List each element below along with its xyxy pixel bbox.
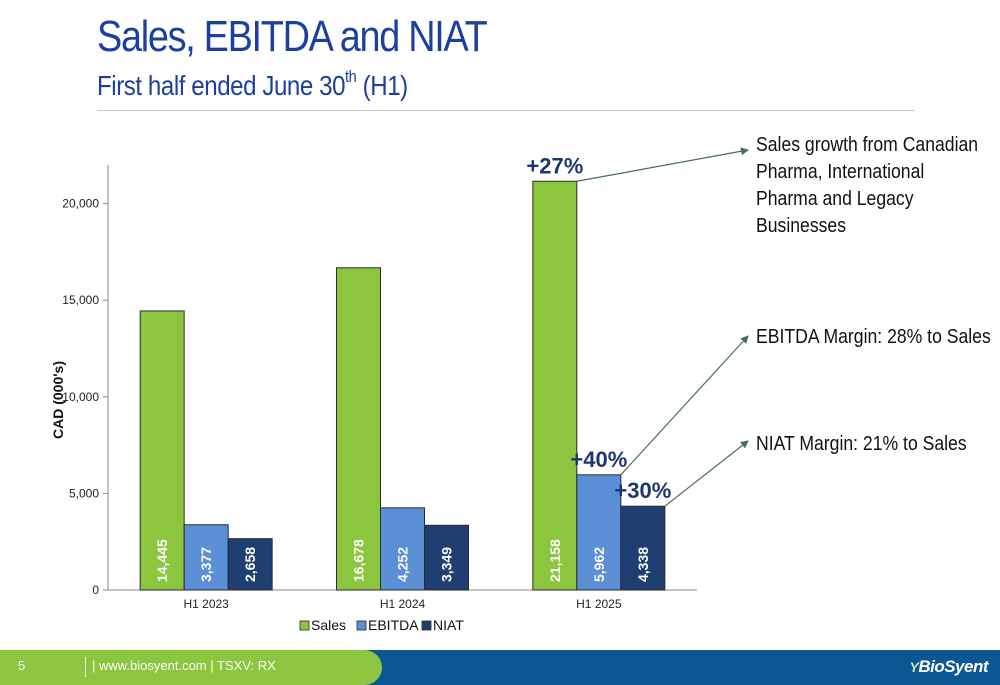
data-label: 14,445 <box>154 539 170 582</box>
bar-chart: 0 5,000 10,000 15,000 20,000 CAD (000's) 14,44… <box>50 147 749 633</box>
subtitle-tail: (H1) <box>356 70 409 101</box>
bar-niat <box>424 524 469 591</box>
annotation-arrow <box>620 335 749 476</box>
y-tick-label: 5,000 <box>69 486 99 500</box>
data-label: 16,678 <box>351 539 367 582</box>
y-tick-label: 15,000 <box>62 293 99 307</box>
subtitle-main: First half ended June 30 <box>97 70 346 101</box>
data-label: 4,252 <box>395 547 411 582</box>
legend-label: EBITDA <box>368 617 419 633</box>
subtitle-superscript: th <box>345 67 357 86</box>
data-label: 3,349 <box>439 547 455 582</box>
ebitda-margin-annotation: EBITDA Margin: 28% to Sales <box>756 326 991 348</box>
bar-niat <box>227 538 273 591</box>
legend-label: NIAT <box>433 617 464 633</box>
data-label: 3,377 <box>198 547 214 582</box>
logo-mark-icon: Y <box>909 659 919 675</box>
growth-label: +30% <box>614 478 671 503</box>
biosyent-logo: YBioSyent <box>909 657 988 677</box>
legend-swatch-sales <box>299 620 310 631</box>
annotation-arrow <box>664 440 749 507</box>
legend-label: Sales <box>311 617 346 633</box>
legend-swatch-ebitda <box>356 620 367 631</box>
footer-green-band <box>0 650 382 685</box>
x-tick-label: H1 2024 <box>380 597 426 611</box>
bar-sales <box>336 267 381 591</box>
bar-niat <box>620 505 666 591</box>
annotation-line: Pharma and Legacy <box>756 188 914 210</box>
bar-ebitda <box>380 507 425 591</box>
niat-margin-annotation: NIAT Margin: 21% to Sales <box>756 433 967 455</box>
page-number: 5 <box>18 658 26 673</box>
growth-label: +40% <box>570 447 627 472</box>
bar-ebitda <box>576 474 622 591</box>
bar-sales <box>532 180 578 591</box>
annotation-line: Businesses <box>756 215 847 237</box>
logo-text: BioSyent <box>918 657 988 676</box>
data-label: 5,962 <box>591 547 607 582</box>
data-label: 4,338 <box>635 547 651 582</box>
x-tick-label: H1 2025 <box>576 597 622 611</box>
y-axis-title: CAD (000's) <box>50 361 66 439</box>
sales-growth-annotation: Sales growth from Canadian Pharma, Inter… <box>756 132 978 240</box>
title-divider <box>97 110 915 111</box>
y-tick-label: 20,000 <box>62 197 99 211</box>
data-label: 21,158 <box>547 539 563 582</box>
growth-label: +27% <box>526 153 583 178</box>
legend-swatch-niat <box>421 620 432 631</box>
annotation-line: Sales growth from Canadian <box>756 134 979 156</box>
y-tick-label: 10,000 <box>62 390 99 404</box>
footer-link-text[interactable]: | www.biosyent.com | TSXV: RX <box>92 658 276 673</box>
annotation-line: Pharma, International <box>756 161 925 183</box>
slide-title: Sales, EBITDA and NIAT <box>97 12 488 61</box>
data-label: 2,658 <box>242 547 258 582</box>
footer-separator <box>85 657 86 677</box>
x-tick-label: H1 2023 <box>183 597 229 611</box>
footer-bar: 5 | www.biosyent.com | TSXV: RX YBioSyen… <box>0 650 1000 685</box>
slide-subtitle: First half ended June 30th (H1) <box>97 67 409 102</box>
y-tick-label: 0 <box>92 583 99 597</box>
annotation-arrow <box>576 147 749 182</box>
bar-sales <box>139 310 185 591</box>
